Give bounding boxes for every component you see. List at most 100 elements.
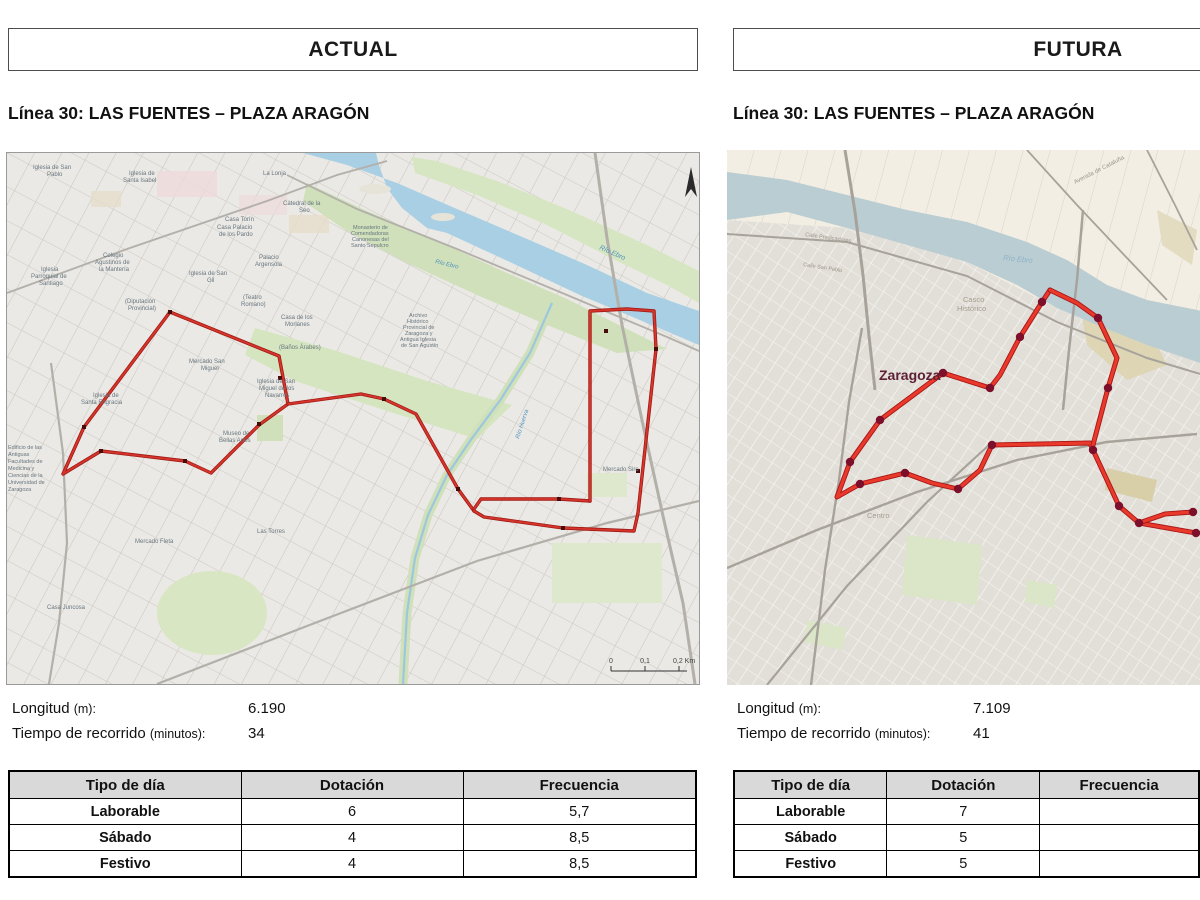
cell-dotacion: 4 [240,850,464,878]
stat-longitud-unit: (m): [73,702,96,716]
map-label: Comendadoras [351,231,389,237]
map-label: Provincial) [128,306,156,312]
stat-longitud-futura: Longitud (m): 7.109 [737,700,1157,717]
park-areas [157,157,699,655]
line-title-actual: Línea 30: LAS FUENTES – PLAZA ARAGÓN [8,103,370,123]
map-label: Morlanes [285,322,310,328]
stop-marker [1114,501,1124,511]
stop-marker [557,497,561,501]
map-label: Pablo [47,172,63,178]
map-label: Mercado San [189,359,225,365]
map-label: Iglesia de [93,393,119,399]
stop-marker [875,415,885,425]
route-line [1048,288,1119,447]
stat-longitud-unit: (m): [798,702,821,716]
map-label: (Diputación [125,299,155,305]
map-label: Iglesia de San [33,165,71,171]
map-label: Medicina y [8,466,35,472]
col-header-dotacion: Dotación [240,770,464,799]
map-label: Casco [963,295,984,304]
map-label: Seo [299,208,310,214]
stat-tiempo-unit: (minutos): [874,727,931,741]
map-label: Zaragoza [879,367,941,383]
stat-tiempo-value: 34 [248,725,265,742]
map-label: Casa Juncosa [47,605,86,611]
major-roads [7,153,699,684]
cell-dotacion: 6 [240,798,464,825]
map-label: Santiago [39,281,63,287]
stop-marker [1015,332,1025,342]
stop-marker [183,459,187,463]
map-label: Río Ebro [1003,253,1033,265]
map-label: Monasterio de [353,225,388,231]
stop-marker [99,449,103,453]
stat-tiempo-label: Tiempo de recorrido [12,725,146,742]
stop-marker [561,526,565,530]
cell-tipo: Sábado [8,824,242,851]
scenario-header-actual: ACTUAL [8,28,698,71]
map-label: Iglesia de San [257,379,295,385]
map-label: de los Pardo [219,232,253,238]
map-label: Iglesia de San [189,271,227,277]
cell-tipo: Festivo [733,850,888,878]
map-label: Mercado Fleta [135,539,174,545]
map-label: Navarros [265,393,289,399]
col-header-frecuencia: Frecuencia [1039,770,1200,799]
scenario-header-futura-label: FUTURA [1033,37,1123,61]
north-arrow-icon [685,167,697,197]
map-label: Argensola [255,262,283,268]
scenario-header-actual-label: ACTUAL [308,37,398,61]
stop-marker [900,468,910,478]
map-label: la Mantería [99,267,130,273]
stat-tiempo-label: Tiempo de recorrido [737,725,871,742]
cell-dotacion: 5 [886,824,1041,851]
stop-marker [1093,313,1103,323]
map-label: Las Torres [257,529,285,535]
table-header-row: Tipo de día Dotación Frecuencia [733,770,1200,799]
map-label: Archivo [409,313,427,319]
stat-longitud-label: Longitud [12,700,70,717]
cell-frecuencia [1039,798,1200,825]
stop-marker [845,457,855,467]
stop-marker [985,383,995,393]
route-line [473,498,591,510]
map-label: Universidad de [8,480,45,486]
stop-marker [1037,297,1047,307]
map-label: Romano) [241,302,266,308]
river-huerva [398,301,557,684]
river-ebro [303,153,699,345]
stat-longitud-actual: Longitud (m): 6.190 [12,700,432,717]
route-line [62,311,289,475]
table-row: Laborable 7 [733,798,1200,825]
table-row: Sábado 4 8,5 [8,824,697,851]
cell-frecuencia [1039,850,1200,878]
service-table-futura: Tipo de día Dotación Frecuencia Laborabl… [733,770,1200,878]
table-row: Festivo 4 8,5 [8,850,697,878]
cell-frecuencia [1039,824,1200,851]
map-label: Santa Engracia [81,400,123,406]
map-label: Antigua Iglesia [400,337,437,343]
table-header-row: Tipo de día Dotación Frecuencia [8,770,697,799]
city-blocks [91,171,329,233]
stat-tiempo-value: 41 [973,725,990,742]
cell-tipo: Festivo [8,850,242,878]
cell-frecuencia: 8,5 [462,824,697,851]
map-label: Casa de los [281,315,313,321]
stop-marker [987,440,997,450]
stop-marker [1134,518,1144,528]
stop-marker [278,376,282,380]
map-label: Histórico [957,304,986,313]
stop-marker [456,487,460,491]
cell-frecuencia: 8,5 [462,850,697,878]
map-label: Casa Palacio [217,225,253,231]
map-label: (Teatro [243,295,262,301]
cell-tipo: Laborable [8,798,242,825]
stat-longitud-value: 6.190 [248,700,286,717]
map-label: Provincial de [403,325,435,331]
route-line [1137,510,1195,525]
map-label: Histórico [407,319,428,325]
cell-dotacion: 4 [240,824,464,851]
